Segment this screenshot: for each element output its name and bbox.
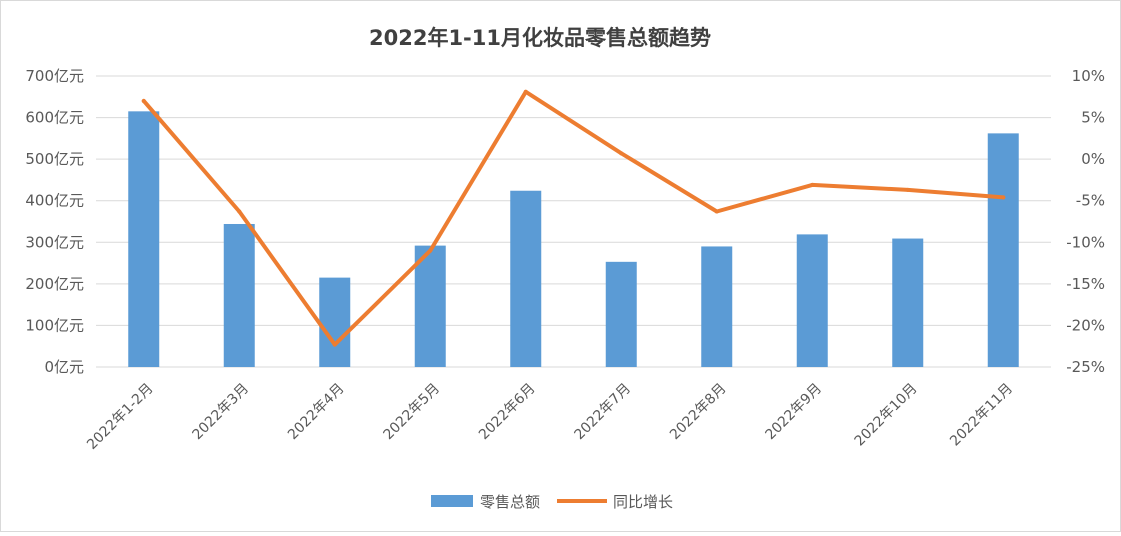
line-point [810,182,815,187]
line-point [523,89,528,94]
right-tick-label: 5% [1081,109,1105,127]
category-label: 2022年11月 [947,381,1016,450]
line-point [332,342,337,347]
legend-label: 同比增长 [613,493,673,511]
legend-swatch-bar [431,495,473,507]
bar [796,234,828,367]
gridlines [96,75,1051,368]
legend-label: 零售总额 [480,493,540,511]
bar [605,261,637,367]
line-series [141,89,1006,347]
right-tick-label: 10% [1072,67,1105,85]
line-point [714,209,719,214]
category-label: 2022年6月 [476,381,539,444]
bar [892,238,924,367]
category-label: 2022年9月 [762,381,825,444]
line-point [428,248,433,253]
right-axis: -25% -20% -15% -10% -5% 0% 5% 10% [1066,67,1105,376]
category-label: 2022年4月 [285,381,348,444]
right-tick-label: 0% [1081,150,1105,168]
bar [701,246,733,367]
left-tick-label: 400亿元 [25,192,84,210]
left-axis: 0亿元 100亿元 200亿元 300亿元 400亿元 500亿元 600亿元 700亿元 [25,67,84,376]
category-label: 2022年10月 [852,381,921,450]
category-label: 2022年5月 [380,381,443,444]
x-axis: 2022年1-2月 2022年3月 2022年4月 2022年5月 2022年6月 202… [84,381,1016,453]
left-tick-label: 600亿元 [25,109,84,127]
line-point [905,187,910,192]
right-tick-label: -10% [1066,233,1105,251]
category-label: 2022年1-2月 [84,381,156,453]
bar [414,245,446,367]
bar [128,111,160,367]
line-point [141,98,146,103]
legend: 零售总额 同比增长 [431,493,673,511]
line-point [237,209,242,214]
left-tick-label: 500亿元 [25,150,84,168]
bar [510,190,542,367]
bar [223,223,255,367]
right-tick-label: -5% [1076,192,1105,210]
right-tick-label: -25% [1066,358,1105,376]
bar-series [128,111,1019,367]
chart-title: 2022年1-11月化妆品零售总额趋势 [369,26,711,50]
left-tick-label: 300亿元 [25,233,84,251]
bar [319,277,351,367]
left-tick-label: 0亿元 [44,358,84,376]
left-tick-label: 100亿元 [25,316,84,334]
category-label: 2022年7月 [571,381,634,444]
right-tick-label: -15% [1066,275,1105,293]
left-tick-label: 200亿元 [25,275,84,293]
bar [987,133,1019,367]
category-label: 2022年8月 [667,381,730,444]
left-tick-label: 700亿元 [25,67,84,85]
line-point [1001,195,1006,200]
category-label: 2022年3月 [189,381,252,444]
line-path [141,89,1006,347]
line-point [619,151,624,156]
right-tick-label: -20% [1066,316,1105,334]
